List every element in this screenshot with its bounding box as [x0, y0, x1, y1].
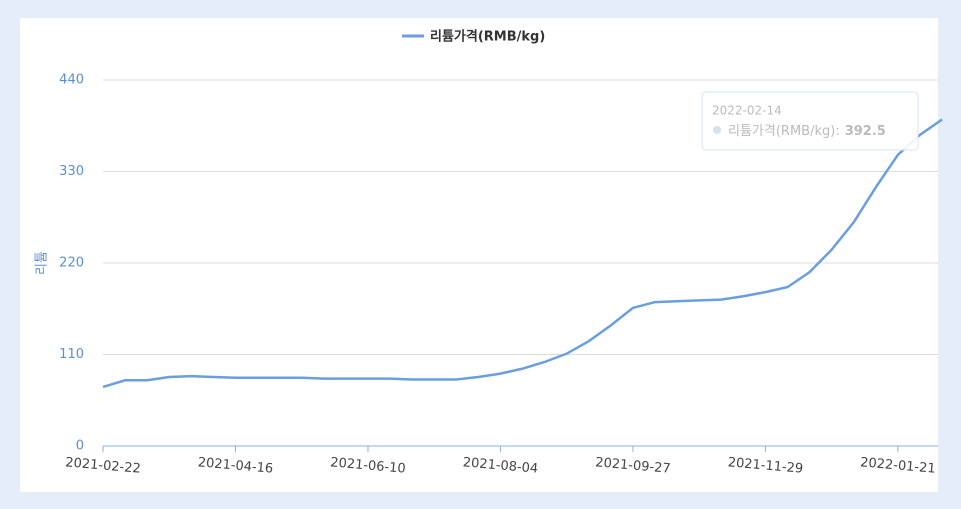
y-tick-label: 440 — [59, 73, 84, 88]
y-axis-label: 리튬 — [35, 251, 50, 275]
y-tick-label: 330 — [59, 164, 84, 179]
y-tick-label: 0 — [76, 439, 84, 454]
plot-background — [20, 18, 938, 492]
x-tick-label: 2021-02-22 — [65, 455, 142, 477]
tooltip-part: : — [835, 124, 839, 139]
legend-label: 리튬가격(RMB/kg) — [430, 29, 545, 45]
tooltip-part: 리튬가격(RMB/kg) — [728, 124, 835, 139]
x-tick-label: 2021-11-29 — [727, 455, 804, 477]
y-tick-label: 220 — [59, 256, 84, 271]
tooltip-part: 392.5 — [845, 124, 886, 139]
tooltip-date: 2022-02-14 — [712, 104, 782, 118]
tooltip-box — [701, 91, 919, 151]
tooltip-dot — [713, 126, 721, 134]
x-tick-label: 2021-04-16 — [197, 455, 274, 477]
line-series — [102, 118, 943, 389]
x-tick-label: 2021-08-04 — [462, 455, 539, 477]
x-tick-label: 2022-01-21 — [860, 455, 937, 477]
x-tick-label: 2021-06-10 — [330, 455, 407, 477]
tooltip: 2022-02-14 리튬가격(RMB/kg): 392.5 — [701, 91, 919, 151]
y-tick-label: 110 — [59, 347, 84, 362]
x-tick-label: 2021-09-27 — [595, 455, 672, 477]
tooltip-text: 리튬가격(RMB/kg): 392.5 — [728, 124, 886, 139]
legend[interactable]: 리튬가격(RMB/kg) — [402, 29, 545, 45]
